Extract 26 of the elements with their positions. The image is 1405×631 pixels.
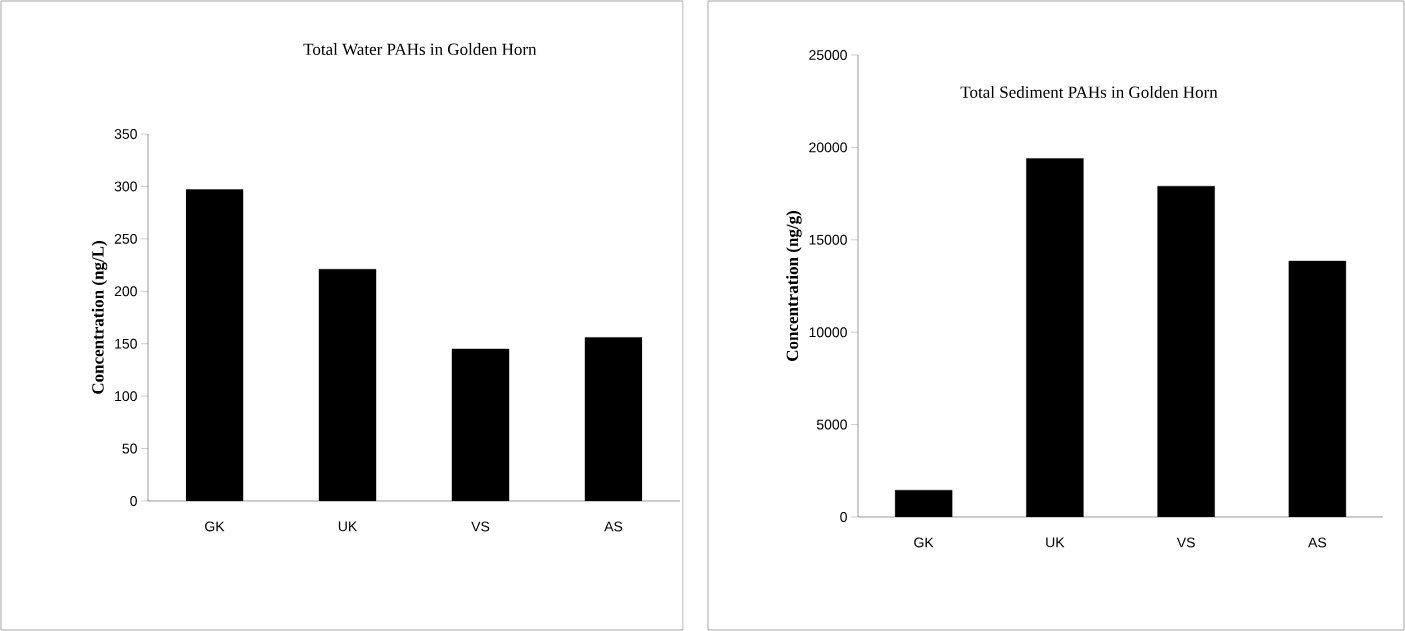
y-tick-label: 5000 — [816, 419, 847, 430]
y-tick-label: 100 — [115, 391, 137, 402]
x-tick-label: VS — [471, 521, 490, 532]
text: Total Sediment PAHs in Golden Horn — [960, 85, 1218, 98]
y-tick-label: 200 — [114, 286, 137, 297]
y-tick-label: 0 — [130, 496, 137, 506]
y-tick-label: 150 — [115, 338, 137, 349]
y-tick-label: 300 — [114, 181, 137, 192]
y-axis-title: Concentration (ng/L) — [91, 241, 108, 394]
chart-title: Total Water PAHs in Golden Horn — [303, 43, 537, 56]
y-tick-label: 250 — [114, 233, 137, 244]
x-tick-label: AS — [1308, 537, 1327, 548]
y-tick-label: 0 — [840, 512, 847, 522]
y-axis-title: Concentration (ng/g) — [786, 210, 802, 361]
x-tick-label: UK — [1046, 537, 1065, 548]
x-tick-label: GK — [914, 537, 934, 548]
y-tick-label: 10000 — [809, 327, 847, 338]
x-tick-label: GK — [205, 521, 225, 532]
y-tick-label: 25000 — [809, 50, 847, 60]
x-tick-label: UK — [338, 521, 358, 532]
y-tick-label: 350 — [114, 129, 137, 139]
x-tick-label: AS — [604, 521, 623, 532]
x-tick-label: VS — [1176, 537, 1195, 548]
y-tick-label: 50 — [122, 443, 137, 454]
y-tick-label: 15000 — [809, 234, 847, 245]
y-tick-label: 20000 — [809, 142, 847, 153]
